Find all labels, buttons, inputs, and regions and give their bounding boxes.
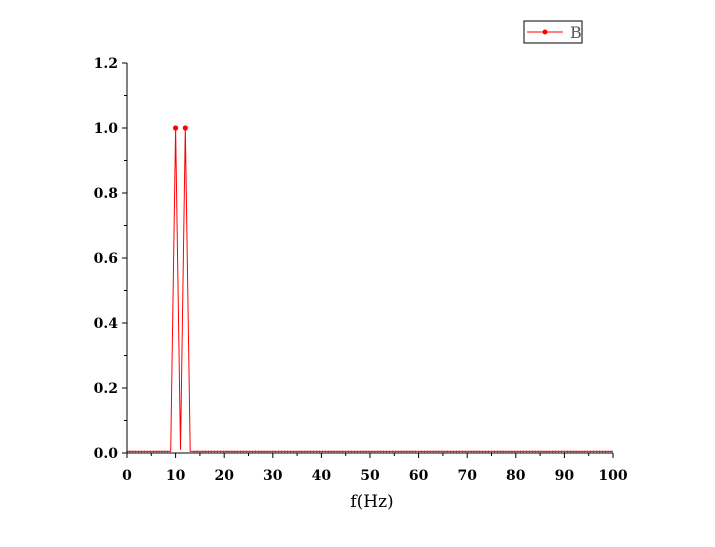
- legend-marker: [542, 29, 548, 35]
- legend-label: B: [570, 23, 582, 42]
- y-tick-label: 0.6: [94, 251, 118, 267]
- y-tick-label: 1.2: [94, 56, 118, 72]
- x-tick-label: 10: [166, 468, 186, 484]
- x-tick-label: 70: [457, 468, 477, 484]
- y-tick-label: 0.2: [94, 381, 118, 397]
- series-line-B: [127, 127, 613, 452]
- series-marker-B: [182, 125, 188, 131]
- y-tick-label: 0.4: [94, 316, 119, 332]
- y-tick-label: 1.0: [94, 121, 119, 137]
- x-tick-label: 20: [214, 468, 234, 484]
- x-tick-label: 100: [598, 468, 627, 484]
- x-tick-label: 60: [409, 468, 429, 484]
- axes: 0.0 0.2 0.4 0.6 0.8 1.0 1.2 0 10 20 30 40 50 60 70 80 90…: [94, 56, 628, 484]
- y-tick-label: 0.8: [94, 186, 118, 202]
- x-tick-label: 80: [506, 468, 526, 484]
- legend: B: [523, 20, 583, 44]
- x-tick-label: 40: [312, 468, 332, 484]
- x-tick-label: 30: [263, 468, 283, 484]
- x-tick-label: 50: [360, 468, 380, 484]
- y-tick-label: 0.0: [94, 446, 119, 462]
- x-tick-label: 90: [555, 468, 575, 484]
- series-marker-B: [173, 125, 179, 131]
- x-tick-label: 0: [122, 468, 132, 484]
- plot-area: [126, 125, 613, 453]
- x-axis-title: f(Hz): [350, 492, 393, 512]
